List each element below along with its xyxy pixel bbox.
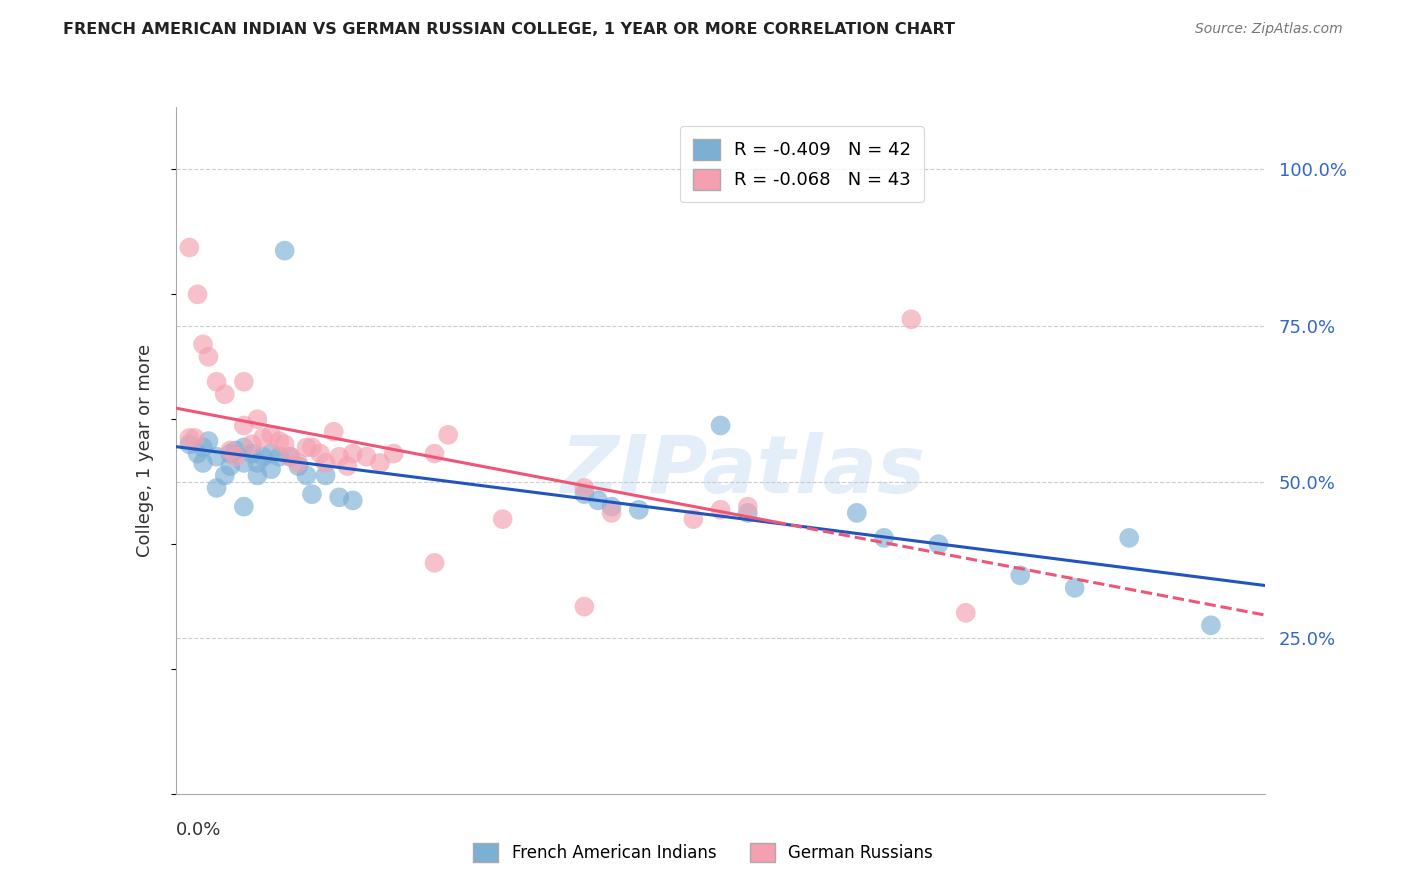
Point bbox=[1063, 581, 1085, 595]
Point bbox=[682, 512, 704, 526]
Point bbox=[287, 456, 309, 470]
Point bbox=[928, 537, 950, 551]
Point bbox=[574, 599, 596, 614]
Point bbox=[315, 456, 337, 470]
Point bbox=[368, 456, 391, 470]
Point bbox=[710, 418, 733, 433]
Point bbox=[737, 506, 759, 520]
Point bbox=[225, 443, 247, 458]
Point bbox=[627, 503, 650, 517]
Point bbox=[1118, 531, 1140, 545]
Point bbox=[186, 446, 209, 460]
Point bbox=[274, 437, 297, 451]
Text: FRENCH AMERICAN INDIAN VS GERMAN RUSSIAN COLLEGE, 1 YEAR OR MORE CORRELATION CHA: FRENCH AMERICAN INDIAN VS GERMAN RUSSIAN… bbox=[63, 22, 955, 37]
Legend: French American Indians, German Russians: French American Indians, German Russians bbox=[465, 834, 941, 871]
Point bbox=[260, 462, 283, 476]
Point bbox=[246, 412, 269, 426]
Point bbox=[328, 450, 350, 464]
Point bbox=[295, 440, 318, 454]
Point bbox=[232, 375, 254, 389]
Point bbox=[269, 434, 291, 449]
Point bbox=[600, 506, 623, 520]
Point bbox=[219, 458, 242, 473]
Point bbox=[246, 468, 269, 483]
Point bbox=[301, 440, 323, 454]
Point bbox=[191, 440, 214, 454]
Text: ZIPatlas: ZIPatlas bbox=[560, 432, 925, 510]
Point bbox=[252, 450, 274, 464]
Point bbox=[219, 443, 242, 458]
Point bbox=[179, 240, 201, 255]
Point bbox=[437, 428, 460, 442]
Point bbox=[423, 556, 446, 570]
Point bbox=[873, 531, 896, 545]
Point bbox=[955, 606, 977, 620]
Point bbox=[1199, 618, 1222, 632]
Point bbox=[301, 487, 323, 501]
Text: Source: ZipAtlas.com: Source: ZipAtlas.com bbox=[1195, 22, 1343, 37]
Point bbox=[342, 446, 364, 460]
Text: 0.0%: 0.0% bbox=[176, 822, 221, 839]
Point bbox=[205, 450, 228, 464]
Point bbox=[845, 506, 868, 520]
Point bbox=[246, 456, 269, 470]
Point bbox=[278, 450, 301, 464]
Point bbox=[186, 287, 209, 301]
Point bbox=[574, 481, 596, 495]
Point bbox=[214, 468, 236, 483]
Point bbox=[232, 456, 254, 470]
Point bbox=[586, 493, 609, 508]
Point bbox=[600, 500, 623, 514]
Point bbox=[492, 512, 515, 526]
Point bbox=[232, 418, 254, 433]
Point bbox=[423, 446, 446, 460]
Point bbox=[184, 431, 207, 445]
Point bbox=[191, 337, 214, 351]
Point bbox=[260, 428, 283, 442]
Point bbox=[322, 425, 344, 439]
Point bbox=[382, 446, 405, 460]
Point bbox=[274, 244, 297, 258]
Point bbox=[240, 446, 263, 460]
Legend: R = -0.409   N = 42, R = -0.068   N = 43: R = -0.409 N = 42, R = -0.068 N = 43 bbox=[681, 127, 924, 202]
Point bbox=[219, 446, 242, 460]
Point bbox=[252, 431, 274, 445]
Point bbox=[295, 468, 318, 483]
Point bbox=[214, 387, 236, 401]
Point bbox=[356, 450, 378, 464]
Point bbox=[179, 431, 201, 445]
Point bbox=[336, 458, 359, 473]
Point bbox=[900, 312, 922, 326]
Point bbox=[328, 491, 350, 505]
Point bbox=[309, 446, 332, 460]
Point bbox=[315, 468, 337, 483]
Point bbox=[710, 503, 733, 517]
Point bbox=[287, 458, 309, 473]
Point bbox=[240, 437, 263, 451]
Point bbox=[1010, 568, 1032, 582]
Point bbox=[269, 450, 291, 464]
Point bbox=[342, 493, 364, 508]
Point bbox=[278, 450, 301, 464]
Point bbox=[197, 350, 219, 364]
Point bbox=[225, 450, 247, 464]
Point bbox=[260, 446, 283, 460]
Point bbox=[232, 500, 254, 514]
Point bbox=[205, 481, 228, 495]
Y-axis label: College, 1 year or more: College, 1 year or more bbox=[136, 344, 155, 557]
Point bbox=[574, 487, 596, 501]
Point bbox=[179, 437, 201, 451]
Point bbox=[232, 440, 254, 454]
Point bbox=[197, 434, 219, 449]
Point bbox=[191, 456, 214, 470]
Point bbox=[205, 375, 228, 389]
Point bbox=[737, 500, 759, 514]
